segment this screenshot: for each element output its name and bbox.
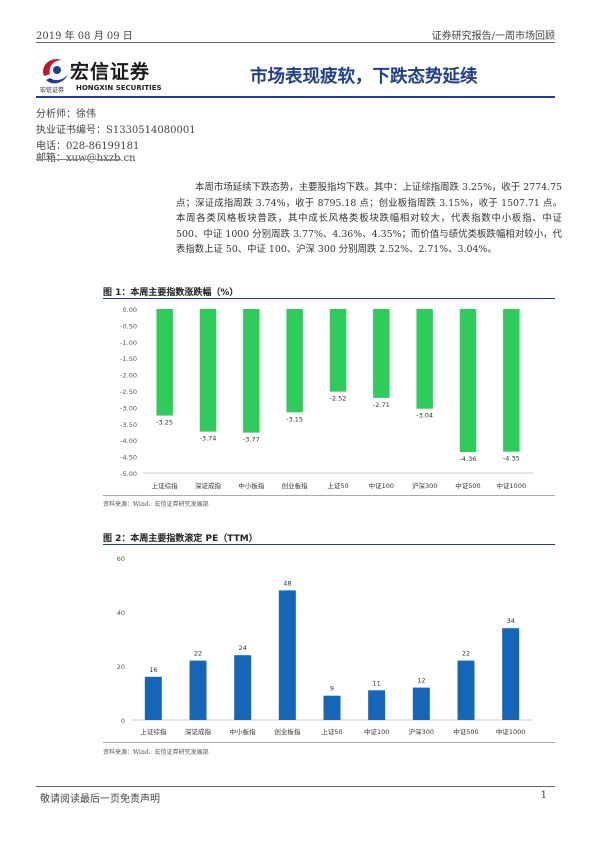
chart1-ytick-label: -5.00 [120,470,137,478]
logo-sub-cn: 宏信证券 [40,87,65,94]
chart2-bar [368,690,386,720]
figure2-title: 图 2：本周主要指数滚定 PE（TTM） [103,534,258,544]
figure2-source-divider [103,742,555,743]
figure2-chart: 0 20 40 60 16 上证综指 22 深证成指 24 中小板指 48 创业板指 9 上证50 11 中证… [103,548,555,740]
chart1-ytick-label: -1.00 [120,339,137,347]
figure1-title: 图 1：本周主要指数涨跌幅（%） [103,288,239,298]
chart1-bar [156,309,173,416]
chart1-ytick-label: -3.50 [120,421,137,429]
chart1-data-label: -4.36 [460,455,477,463]
chart1-category-label: 中证100 [369,481,394,490]
chart2-category-label: 中证100 [364,727,389,736]
chart1-category-label: 上证综指 [152,481,179,490]
analyst-license: 执业证书编号：S1330514080001 [36,125,196,136]
figure2-source: 资料来源：Wind、宏信证券研究发展部 [103,749,209,756]
chart2-bar [278,590,296,720]
chart2-bar [323,695,341,720]
chart1-category-label: 创业板指 [282,481,309,490]
chart2-ytick-label: 20 [117,663,125,671]
page-number: 1 [540,790,547,801]
hongxin-logo-icon [43,59,68,84]
chart1-data-label: -2.71 [373,401,390,409]
chart2-bar [189,660,207,720]
chart1-bar [459,309,477,453]
chart2-category-label: 中证500 [453,727,478,736]
chart1-data-label: -3.04 [416,412,433,420]
figure1-source-divider [103,495,555,496]
chart1-ytick-label: -2.00 [120,372,137,380]
chart1-category-label: 上证50 [327,481,348,490]
chart1-data-label: -3.74 [200,435,217,443]
chart2-ytick-label: 60 [117,555,125,563]
chart2-data-label: 34 [507,617,515,625]
logo-sub-en: HONGXIN SECURITIES [76,84,162,92]
footer-divider [36,786,555,787]
chart2-bar [412,687,430,720]
chart1-bar [329,309,347,392]
chart1-bar [373,309,390,398]
chart2-data-label: 22 [462,650,470,658]
chart1-category-label: 中小板指 [238,481,264,490]
chart1-ytick-label: -1.50 [120,355,137,363]
chart2-data-label: 16 [149,666,157,674]
chart1-ytick-label: 0.00 [123,306,137,314]
chart2-category-label: 中证1000 [496,727,526,736]
chart1-bar [416,309,433,409]
logo-name: 宏信证券 [70,61,151,83]
analyst-phone: 电话：028-86199181 [36,141,140,152]
chart2-category-label: 上证综指 [140,727,167,736]
footer-disclaimer: 敬请阅读最后一页免责声明 [40,794,160,805]
chart1-category-label: 深证成指 [195,481,222,490]
chart1-category-label: 中证1000 [497,481,527,490]
chart1-ytick-label: -4.50 [120,454,137,462]
figure1-source: 资料来源：Wind、宏信证券研究发展部 [103,501,209,508]
chart1-bar [243,309,260,433]
chart2-category-label: 沪深300 [409,727,434,736]
chart2-data-label: 9 [330,685,334,693]
chart2-category-label: 中小板指 [230,727,257,736]
chart1-category-label: 中证500 [455,481,480,490]
chart2-bar [144,676,162,720]
figure1-svg: 0.00 -0.50 -1.00 -1.50 -2.00 -2.50 -3.00 -3.50 -… [120,306,533,490]
chart2-bar [457,660,475,720]
figure2-title-divider [103,544,555,545]
report-title: 市场表现疲软，下跌态势延续 [250,67,478,87]
chart1-ytick-label: -4.00 [120,437,137,445]
chart2-ytick-label: 40 [117,609,125,617]
chart1-data-label: -3.77 [243,436,260,444]
chart2-data-label: 12 [417,677,425,685]
figure1-chart: 0.00 -0.50 -1.00 -1.50 -2.00 -2.50 -3.00 -3.50 -… [103,301,555,493]
chart1-ytick-label: -2.50 [120,388,137,396]
chart1-data-label: -3.25 [156,419,173,427]
chart1-data-label: -3.15 [286,415,303,423]
chart1-category-label: 沪深300 [412,481,437,490]
chart1-data-label: -4.35 [503,455,520,463]
report-type: 证券研究报告/一周市场回顾 [431,31,555,42]
figure2-svg: 0 20 40 60 16 上证综指 22 深证成指 24 中小板指 48 创业板指 9 上证50 11 中证… [117,555,533,736]
chart1-data-label: -2.52 [330,395,347,403]
chart1-ytick-label: -3.00 [120,404,137,412]
analyst-name: 分析师：徐伟 [36,109,96,120]
figure1-title-divider [103,298,555,299]
chart2-bar [502,628,520,720]
analyst-divider [36,159,121,160]
chart2-category-label: 创业板指 [274,727,301,736]
chart2-data-label: 48 [283,579,291,587]
analyst-email: 邮箱：xuw@hxzb.cn [36,153,136,164]
chart2-data-label: 11 [373,679,381,687]
title-divider [36,96,555,98]
chart2-ytick-label: 0 [121,717,125,725]
report-date: 2019 年 08 月 09 日 [36,31,133,42]
summary-paragraph: 本周市场延续下跌态势，主要股指均下跌。其中：上证综指周跌 3.25%，收于 27… [176,182,562,256]
chart2-bar [234,655,252,720]
header-divider [36,42,555,43]
chart1-bar [286,309,303,413]
chart1-ytick-label: -0.50 [120,322,137,330]
chart1-bar [503,309,520,452]
chart2-data-label: 22 [194,650,202,658]
chart2-data-label: 24 [239,644,247,652]
chart2-category-label: 深证成指 [185,727,212,736]
chart2-category-label: 上证50 [321,727,342,736]
chart1-bar [199,309,217,432]
